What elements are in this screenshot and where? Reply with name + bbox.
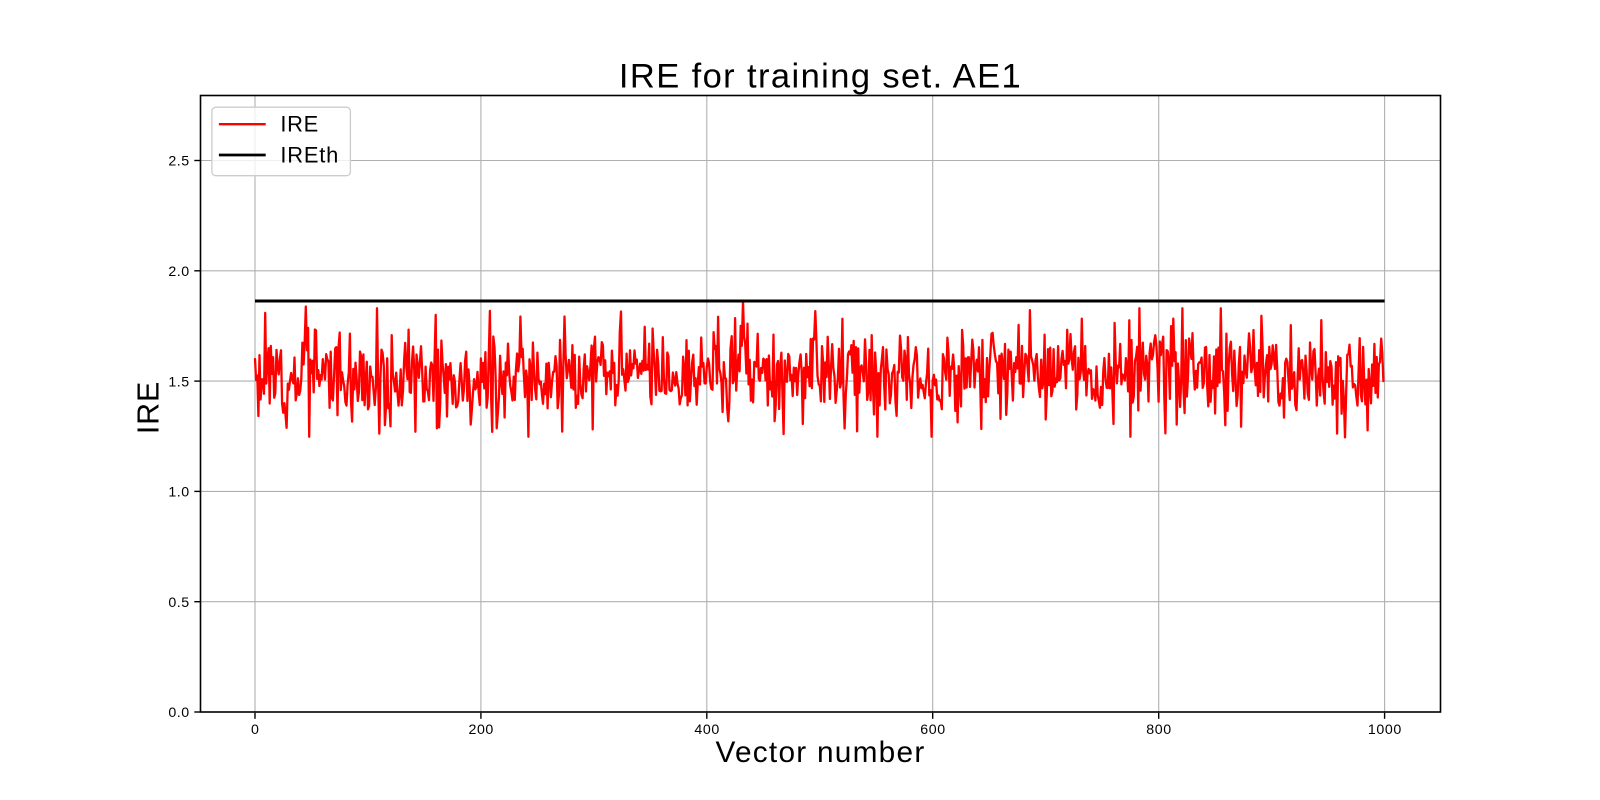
- svg-text:0.0: 0.0: [168, 705, 189, 721]
- svg-text:1.5: 1.5: [168, 374, 189, 390]
- svg-text:800: 800: [1146, 722, 1171, 738]
- svg-text:400: 400: [694, 722, 719, 738]
- svg-text:Vector number: Vector number: [715, 736, 925, 769]
- svg-text:0: 0: [251, 722, 260, 738]
- svg-text:1.0: 1.0: [168, 485, 189, 501]
- svg-text:IRE for training set. AE1: IRE for training set. AE1: [619, 58, 1022, 96]
- svg-text:IRE: IRE: [132, 381, 166, 434]
- svg-text:2.5: 2.5: [168, 154, 189, 170]
- svg-text:IREth: IREth: [280, 143, 339, 168]
- svg-text:0.5: 0.5: [168, 595, 189, 611]
- svg-text:600: 600: [920, 722, 945, 738]
- svg-text:2.0: 2.0: [168, 264, 189, 280]
- svg-text:1000: 1000: [1368, 722, 1402, 738]
- svg-text:IRE: IRE: [280, 112, 319, 137]
- svg-text:200: 200: [468, 722, 493, 738]
